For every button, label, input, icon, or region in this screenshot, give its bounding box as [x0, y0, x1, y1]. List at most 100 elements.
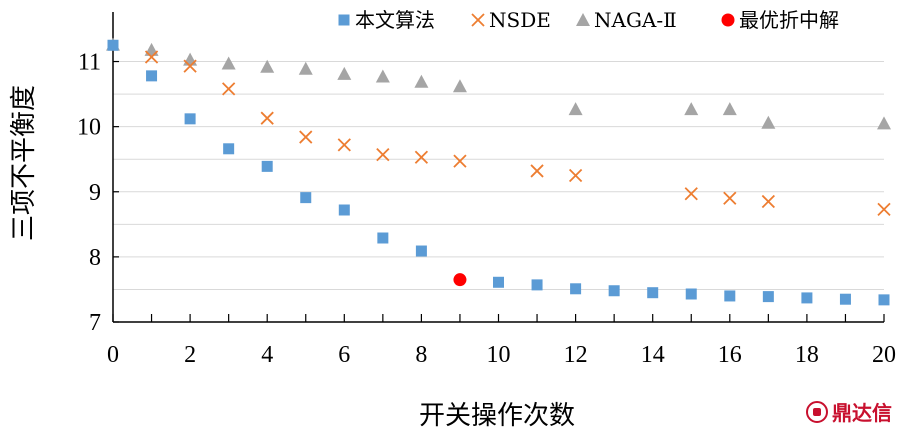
- data-point-triangle: [183, 52, 198, 66]
- data-point-triangle: [375, 69, 390, 83]
- data-point-square: [261, 160, 273, 172]
- data-point-square: [839, 293, 851, 305]
- x-axis-title: 开关操作次数: [419, 401, 575, 431]
- cross-stroke: [144, 50, 159, 64]
- legend-label: 最优折中解: [739, 8, 839, 32]
- data-point-square: [608, 285, 620, 297]
- x-tick-label: 8: [415, 342, 427, 368]
- legend-marker-triangle: [576, 13, 590, 26]
- watermark-text: 鼎达信: [832, 401, 892, 425]
- data-point-square: [415, 245, 427, 257]
- data-point-triangle: [298, 61, 313, 75]
- x-tick-label: 4: [261, 342, 273, 368]
- x-tick-label: 14: [641, 342, 665, 368]
- data-points: [106, 37, 891, 306]
- x-tick-label: 0: [107, 342, 119, 368]
- x-tick-label: 16: [718, 342, 742, 368]
- data-point-triangle: [684, 102, 699, 116]
- data-point-square: [338, 204, 350, 216]
- data-point-cross: [183, 59, 197, 73]
- data-point-triangle: [568, 102, 583, 116]
- data-point-cross: [299, 130, 313, 144]
- cross-stroke: [453, 154, 467, 168]
- data-point-triangle: [221, 56, 236, 70]
- data-point-triangle: [144, 42, 159, 56]
- data-point-square: [107, 39, 119, 51]
- cross-stroke: [877, 202, 891, 216]
- legend: 本文算法 NSDE NAGA-Ⅱ 最优折中解: [338, 8, 839, 32]
- y-tick-label: 8: [89, 245, 101, 271]
- x-tick-label: 12: [564, 342, 588, 368]
- data-point-cross: [684, 187, 698, 201]
- cross-stroke: [183, 59, 197, 73]
- cross-stroke: [471, 13, 485, 27]
- legend-marker-square: [338, 14, 350, 26]
- data-point-square: [300, 192, 312, 204]
- cross-stroke: [376, 148, 390, 162]
- data-point-square: [223, 143, 235, 155]
- data-point-triangle: [722, 102, 737, 116]
- y-axis-ticks: 7 8 9 10 11: [77, 50, 119, 336]
- cross-stroke: [299, 130, 313, 144]
- y-tick-label: 10: [77, 115, 101, 141]
- data-point-square: [377, 232, 389, 244]
- data-point-square: [493, 276, 504, 288]
- data-point-square: [801, 292, 813, 304]
- gridlines: [113, 61, 884, 290]
- data-point-cross: [376, 148, 390, 162]
- x-tick-label: 6: [338, 342, 350, 368]
- y-axis-title: 三项不平衡度: [9, 85, 39, 241]
- cross-stroke: [530, 164, 544, 178]
- legend-marker-circle: [721, 13, 735, 27]
- x-axis-ticks: 0 2 4 6 8 10 12 14 16 18 20: [107, 314, 896, 368]
- data-point-cross: [260, 111, 274, 125]
- data-point-cross: [453, 154, 467, 168]
- legend-label: NSDE: [489, 8, 551, 32]
- data-point-cross: [568, 168, 583, 183]
- watermark-logo-icon: [806, 400, 828, 423]
- y-tick-label: 7: [89, 310, 101, 336]
- x-tick-label: 20: [872, 342, 896, 368]
- x-tick-label: 10: [487, 342, 511, 368]
- data-point-circle: [453, 273, 467, 287]
- data-point-square: [724, 290, 736, 302]
- data-point-cross: [337, 138, 351, 152]
- data-point-square: [570, 283, 582, 295]
- x-tick-label: 18: [795, 342, 819, 368]
- data-point-square: [762, 291, 774, 303]
- cross-stroke: [337, 138, 351, 152]
- data-point-cross: [414, 150, 429, 164]
- data-point-cross: [723, 191, 737, 205]
- legend-label: NAGA-Ⅱ: [594, 8, 677, 32]
- data-point-triangle: [337, 66, 352, 80]
- data-point-cross: [761, 194, 775, 209]
- data-point-square: [685, 288, 697, 300]
- data-point-triangle: [452, 79, 467, 93]
- cross-stroke: [260, 111, 274, 125]
- cross-stroke: [568, 168, 583, 183]
- x-tick-label: 2: [184, 342, 196, 368]
- data-point-cross: [530, 164, 544, 178]
- data-point-square: [878, 294, 890, 306]
- cross-stroke: [684, 187, 698, 201]
- cross-stroke: [761, 194, 775, 209]
- cross-stroke: [222, 82, 236, 96]
- data-point-cross: [144, 50, 159, 64]
- data-point-square: [146, 70, 158, 82]
- y-tick-label: 9: [89, 180, 101, 206]
- data-point-cross: [877, 202, 891, 216]
- data-point-triangle: [877, 116, 891, 130]
- data-point-triangle: [414, 74, 429, 88]
- data-point-square: [184, 113, 196, 125]
- data-point-square: [531, 279, 543, 291]
- data-point-cross: [222, 82, 236, 96]
- y-tick-label: 11: [78, 50, 101, 76]
- cross-stroke: [723, 191, 737, 205]
- data-point-square: [647, 287, 659, 299]
- watermark: 鼎达信: [806, 397, 892, 426]
- legend-marker-cross: [471, 13, 485, 27]
- legend-label: 本文算法: [355, 8, 435, 32]
- data-point-triangle: [761, 115, 776, 129]
- data-point-triangle: [260, 59, 275, 73]
